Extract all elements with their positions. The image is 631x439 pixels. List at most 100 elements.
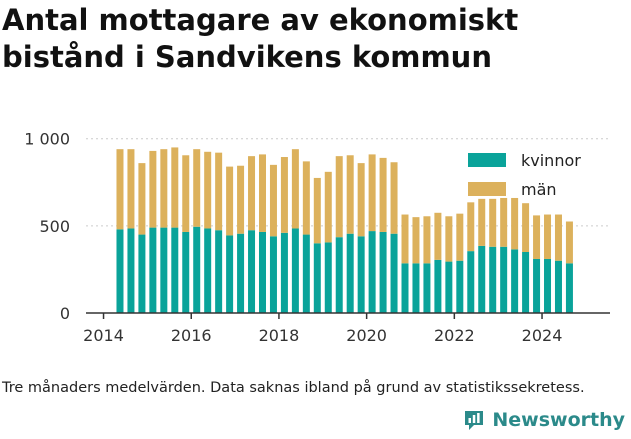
bar-kvinnor bbox=[554, 260, 562, 313]
bar-kvinnor bbox=[291, 228, 299, 313]
bar-kvinnor bbox=[226, 235, 234, 313]
bar-kvinnor bbox=[478, 245, 486, 313]
x-tick-label: 2018 bbox=[259, 326, 300, 345]
x-axis: 2014 2016 2018 2020 2022 2024 bbox=[83, 312, 610, 345]
footnote: Tre månaders medelvärden. Data saknas ib… bbox=[2, 380, 585, 396]
bar-kvinnor bbox=[467, 251, 475, 313]
bar-kvinnor bbox=[171, 227, 179, 313]
bar-man bbox=[445, 216, 453, 262]
bar-kvinnor bbox=[379, 231, 387, 313]
bar-kvinnor bbox=[138, 234, 146, 313]
bar-man bbox=[127, 149, 135, 229]
bar-kvinnor bbox=[302, 234, 310, 313]
bar-kvinnor bbox=[269, 236, 277, 313]
bar-kvinnor bbox=[412, 263, 420, 313]
brand-logo[interactable]: Newsworthy bbox=[462, 408, 625, 432]
bar-man bbox=[379, 157, 387, 232]
bar-man bbox=[500, 197, 508, 247]
bar-kvinnor bbox=[193, 226, 201, 313]
bar-man bbox=[226, 166, 234, 236]
bar-man bbox=[302, 161, 310, 235]
x-tick-label: 2022 bbox=[434, 326, 475, 345]
bar-kvinnor bbox=[401, 263, 409, 313]
legend-swatch bbox=[468, 153, 506, 167]
bar-man bbox=[280, 157, 288, 233]
bar-man bbox=[434, 212, 442, 260]
bar-man bbox=[357, 163, 365, 237]
x-tick-label: 2014 bbox=[83, 326, 124, 345]
brand-name: Newsworthy bbox=[492, 409, 625, 431]
bar-kvinnor bbox=[522, 252, 530, 313]
bar-man bbox=[269, 164, 277, 237]
legend-label: kvinnor bbox=[521, 151, 581, 170]
bar-man bbox=[237, 165, 245, 234]
bar-kvinnor bbox=[489, 246, 497, 313]
bar-man bbox=[182, 155, 190, 232]
bar-man bbox=[456, 213, 464, 261]
bar-man bbox=[116, 149, 124, 230]
bars bbox=[116, 147, 573, 313]
bar-kvinnor bbox=[248, 230, 256, 313]
newsworthy-icon bbox=[465, 411, 484, 430]
bar-kvinnor bbox=[357, 236, 365, 313]
chart-title: Antal mottagare av ekonomiskt bistånd i … bbox=[2, 3, 519, 74]
bar-man bbox=[511, 197, 519, 250]
bar-man bbox=[533, 215, 541, 259]
x-tick-label: 2016 bbox=[171, 326, 212, 345]
bar-man bbox=[522, 203, 530, 252]
bar-kvinnor bbox=[368, 231, 376, 313]
bar-kvinnor bbox=[533, 258, 541, 313]
legend-label: män bbox=[521, 180, 557, 199]
bar-kvinnor bbox=[346, 233, 354, 313]
bar-man bbox=[258, 154, 266, 232]
bar-kvinnor bbox=[237, 233, 245, 313]
bar-man bbox=[401, 214, 409, 264]
bar-man bbox=[390, 162, 398, 234]
bar-kvinnor bbox=[215, 230, 223, 313]
bar-man bbox=[554, 214, 562, 261]
bar-kvinnor bbox=[127, 228, 135, 313]
bar-man bbox=[544, 214, 552, 259]
bar-man bbox=[335, 156, 343, 238]
bar-man bbox=[160, 149, 168, 228]
y-tick-label: 500 bbox=[39, 217, 70, 236]
bar-man bbox=[565, 221, 573, 264]
bar-kvinnor bbox=[390, 233, 398, 313]
bar-man bbox=[171, 147, 179, 228]
bar-man bbox=[346, 155, 354, 234]
bar-man bbox=[412, 217, 420, 264]
bar-man bbox=[215, 152, 223, 231]
bar-man bbox=[489, 198, 497, 247]
bar-man bbox=[423, 216, 431, 264]
bar-man bbox=[467, 202, 475, 252]
y-axis-labels: 0 500 1 000 bbox=[24, 130, 70, 323]
bar-kvinnor bbox=[434, 259, 442, 313]
bar-man bbox=[478, 198, 486, 246]
y-tick-label: 1 000 bbox=[24, 130, 70, 149]
bar-man bbox=[368, 154, 376, 232]
bar-kvinnor bbox=[313, 243, 321, 313]
bar-kvinnor bbox=[544, 258, 552, 313]
bar-kvinnor bbox=[456, 260, 464, 313]
bar-kvinnor bbox=[423, 263, 431, 313]
bar-kvinnor bbox=[511, 249, 519, 313]
bar-kvinnor bbox=[160, 227, 168, 313]
bar-kvinnor bbox=[335, 237, 343, 313]
bar-man bbox=[138, 163, 146, 235]
bar-man bbox=[313, 177, 321, 244]
bar-man bbox=[291, 149, 299, 229]
bar-kvinnor bbox=[116, 229, 124, 313]
bar-kvinnor bbox=[149, 227, 157, 313]
bar-man bbox=[193, 149, 201, 227]
y-tick-label: 0 bbox=[60, 304, 70, 323]
x-tick-label: 2020 bbox=[346, 326, 387, 345]
bar-kvinnor bbox=[445, 261, 453, 313]
bar-kvinnor bbox=[565, 263, 573, 313]
bar-kvinnor bbox=[182, 231, 190, 313]
bar-kvinnor bbox=[500, 246, 508, 313]
legend: kvinnor män bbox=[468, 151, 581, 199]
bar-man bbox=[324, 171, 332, 243]
bar-kvinnor bbox=[258, 231, 266, 313]
legend-swatch bbox=[468, 182, 506, 196]
